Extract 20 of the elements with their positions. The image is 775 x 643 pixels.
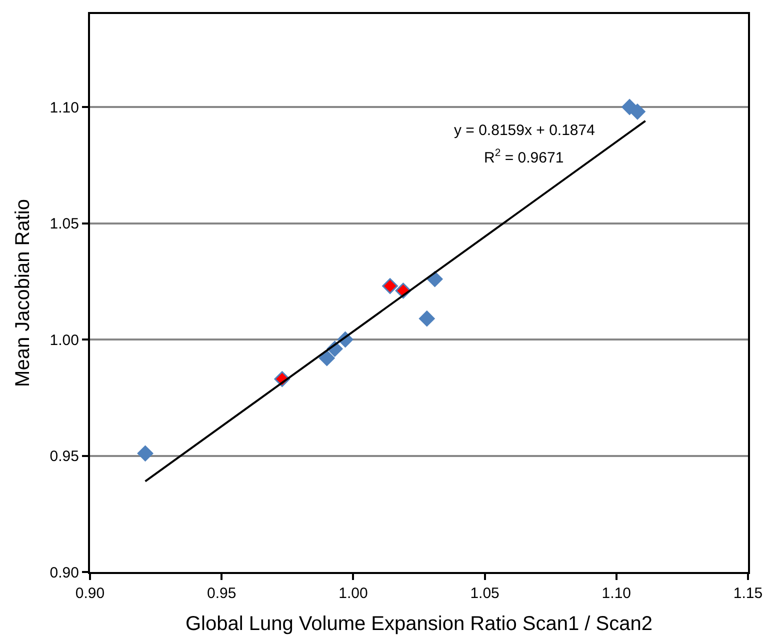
x-tick-label: 0.95 xyxy=(207,585,236,602)
x-tick-label: 1.15 xyxy=(733,585,763,602)
y-tick-label: 0.95 xyxy=(50,448,79,465)
point xyxy=(318,350,335,366)
y-axis-title: Mean Jacobian Ratio xyxy=(12,199,34,387)
annotation: R$^{2}$ = 0.9671 xyxy=(484,147,564,166)
point xyxy=(137,446,154,462)
x-axis-title: Global Lung Volume Expansion Ratio Scan1 / Scan2 xyxy=(186,613,652,635)
x-tick-label: 1.10 xyxy=(602,585,631,602)
x-tick-label: 1.00 xyxy=(338,585,368,602)
point xyxy=(630,104,646,120)
y-tick-label: 1.00 xyxy=(50,332,79,349)
point xyxy=(382,278,398,294)
x-tick-label: 0.90 xyxy=(75,585,105,602)
x-tick-label: 1.05 xyxy=(470,585,500,602)
annotation: y = 0.8159x + 0.1874 xyxy=(454,122,595,139)
y-tick-label: 1.05 xyxy=(50,216,79,232)
y-tick-label: 1.10 xyxy=(50,99,79,116)
y-tick-label: 0.90 xyxy=(50,564,79,582)
point xyxy=(419,310,435,326)
